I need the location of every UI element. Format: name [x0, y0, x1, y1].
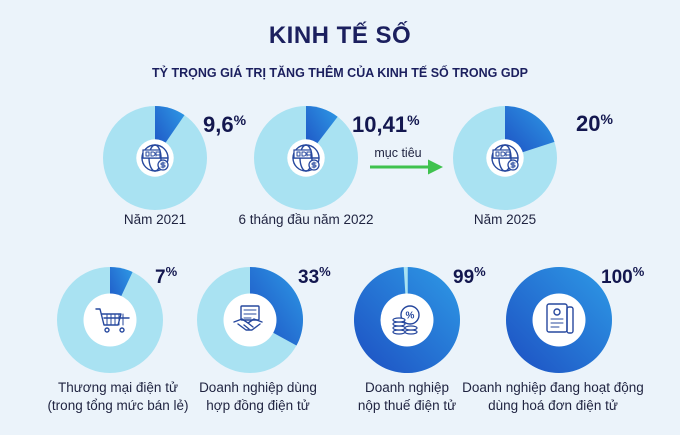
- category-label: Doanh nghiệp: [365, 380, 449, 395]
- donut-bottom-2: % 99% Doanh nghiệp nộp thuế điện tử: [353, 264, 486, 413]
- donut-bottom-1: 33% Doanh nghiệp dùng hợp đồng điện tử: [197, 264, 331, 413]
- gdp-globe-icon: [292, 144, 320, 172]
- category-label: nộp thuế điện tử: [358, 398, 456, 413]
- svg-text:%: %: [406, 311, 415, 322]
- donut-center: [532, 293, 586, 347]
- page-title: KINH TẾ SỐ: [268, 22, 412, 49]
- category-label: Năm 2025: [474, 212, 536, 227]
- category-label: 6 tháng đầu năm 2022: [238, 212, 373, 227]
- data-label: 33%: [298, 264, 331, 288]
- donut-center: [83, 293, 137, 347]
- tax-coins-icon: %: [392, 305, 420, 335]
- donut-top-1: 10,41% 6 tháng đầu năm 2022: [238, 106, 420, 227]
- category-label: Doanh nghiệp đang hoạt động: [462, 380, 644, 395]
- category-label: Doanh nghiệp dùng: [199, 380, 317, 395]
- category-label: hợp đồng điện tử: [206, 398, 309, 413]
- donut-bottom-3: 100% Doanh nghiệp đang hoạt động dùng hoá …: [462, 264, 645, 413]
- category-label: Thương mại điện tử: [58, 380, 178, 395]
- invoice-icon: [546, 303, 574, 334]
- gdp-globe-icon: [491, 144, 519, 172]
- category-label: dùng hoá đơn điện tử: [488, 398, 618, 413]
- data-label: 7%: [155, 264, 178, 288]
- donut-top-0: 9,6% Năm 2021: [103, 106, 247, 227]
- donut-bottom-0: 7% Thương mại điện tử (trong tổng mức bán …: [47, 264, 188, 413]
- handshake-contract-icon: [233, 305, 263, 331]
- data-label: 100%: [601, 264, 645, 288]
- data-label: 20%: [576, 111, 613, 136]
- data-label: 9,6%: [203, 112, 247, 137]
- data-label: 10,41%: [352, 112, 420, 137]
- donut-top-2: 20% Năm 2025: [453, 106, 613, 227]
- target-arrow-label: mục tiêu: [374, 146, 421, 160]
- shopping-cart-icon: [95, 308, 130, 333]
- category-label: (trong tổng mức bán lẻ): [47, 398, 188, 413]
- category-label: Năm 2021: [124, 212, 186, 227]
- page-subtitle: TỶ TRỌNG GIÁ TRỊ TĂNG THÊM CỦA KINH TẾ S…: [152, 66, 528, 80]
- gdp-globe-icon: [141, 144, 169, 172]
- data-label: 99%: [453, 264, 486, 288]
